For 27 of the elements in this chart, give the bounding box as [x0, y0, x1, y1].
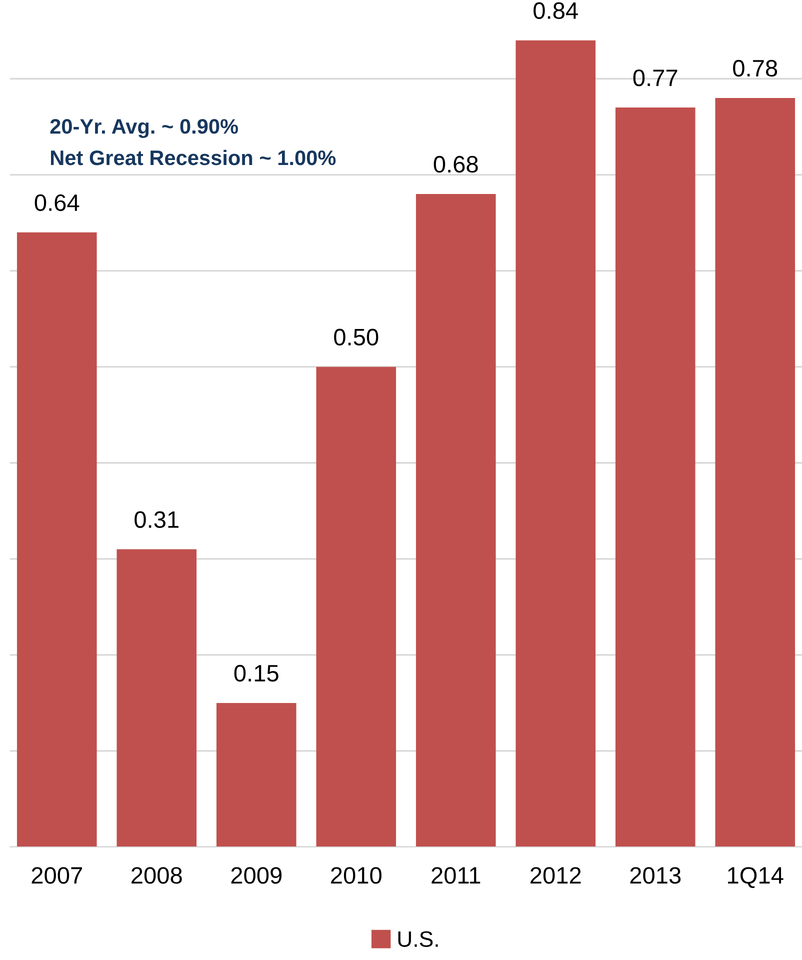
x-tick-label: 2008: [132, 867, 182, 884]
data-label: 0.68: [434, 156, 478, 173]
data-label: 0.84: [534, 2, 578, 19]
x-tick-label: 2010: [331, 867, 382, 884]
data-label: 0.50: [334, 328, 378, 346]
bar: [16, 232, 97, 847]
data-label: 0.77: [633, 70, 678, 86]
bar: [316, 366, 396, 847]
bar: [416, 194, 496, 847]
data-label: 0.31: [134, 511, 178, 528]
x-tick-label: 2009: [231, 867, 282, 884]
bar: [216, 702, 296, 847]
data-label: 0.64: [34, 194, 80, 212]
data-label: 0.78: [733, 60, 778, 77]
x-tick-label: 2013: [630, 867, 681, 884]
x-tick-label: 2012: [530, 867, 581, 884]
bar: [116, 549, 197, 847]
annotation: 20-Yr. Avg. ~ 0.90%: [50, 119, 238, 138]
x-tick-label: 2011: [432, 867, 480, 884]
x-tick-label: 2007: [32, 867, 82, 884]
x-tick-label: 1Q14: [728, 867, 784, 888]
bar: [615, 108, 696, 847]
bar: [715, 98, 796, 847]
data-label: 0.15: [234, 664, 278, 682]
legend-label: U.S.: [398, 931, 438, 947]
bar: [516, 40, 596, 847]
annotation: Net Great Recession ~ 1.00%: [50, 150, 336, 166]
